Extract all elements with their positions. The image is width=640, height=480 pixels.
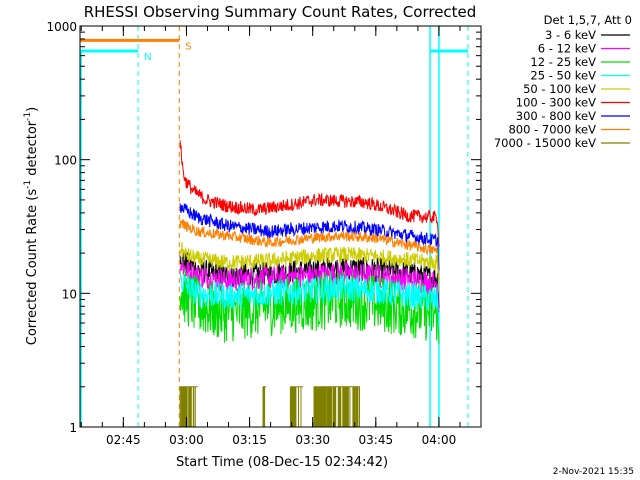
y-axis: 1 10 100 1000 [46,20,481,435]
legend-label-0: 3 - 6 keV [545,28,596,42]
y-axis-label: Corrected Count Rate (s-1 detector-1) [23,107,40,345]
x-tick-label-5: 04:00 [422,433,457,447]
legend-label-3: 25 - 50 keV [530,69,596,83]
legend-label-2: 12 - 25 keV [530,55,596,69]
legend-label-8: 7000 - 15000 keV [494,136,596,150]
y-tick-label-1: 10 [62,287,77,301]
plot-area [80,26,469,427]
series-7000-15000keV [179,386,360,427]
marker-label-N: N [144,52,151,63]
legend-label-4: 50 - 100 keV [523,82,596,96]
x-axis: 02:45 03:00 03:15 03:30 03:45 04:00 [80,26,482,447]
series-300-800keV [179,203,440,270]
x-tick-label-0: 02:45 [106,433,141,447]
y-tick-label-0: 1 [69,421,77,435]
plot-frame [79,25,482,428]
series-800-7000keV [179,219,440,280]
series-100-300keV [179,140,440,248]
footer-date: 2-Nov-2021 15:35 [553,467,634,477]
legend-label-1: 6 - 12 keV [538,42,596,56]
legend-label-5: 100 - 300 keV [516,96,596,110]
y-tick-label-3: 1000 [46,20,77,34]
x-axis-label: Start Time (08-Dec-15 02:34:42) [176,455,388,470]
series-25-50keV [179,269,440,330]
y-tick-label-2: 100 [54,154,77,168]
marker-label-S: S [185,41,191,52]
x-tick-label-2: 03:15 [232,433,267,447]
legend-header: Det 1,5,7, Att 0 [544,13,632,27]
series-50-100keV [179,242,440,293]
x-tick-label-3: 03:30 [295,433,330,447]
x-tick-label-1: 03:00 [169,433,204,447]
legend-label-6: 300 - 800 keV [516,109,596,123]
x-tick-label-4: 03:45 [359,433,394,447]
chart-title: RHESSI Observing Summary Count Rates, Co… [84,3,477,21]
series-6-12keV [179,261,440,313]
legend-label-7: 800 - 7000 keV [508,123,596,137]
